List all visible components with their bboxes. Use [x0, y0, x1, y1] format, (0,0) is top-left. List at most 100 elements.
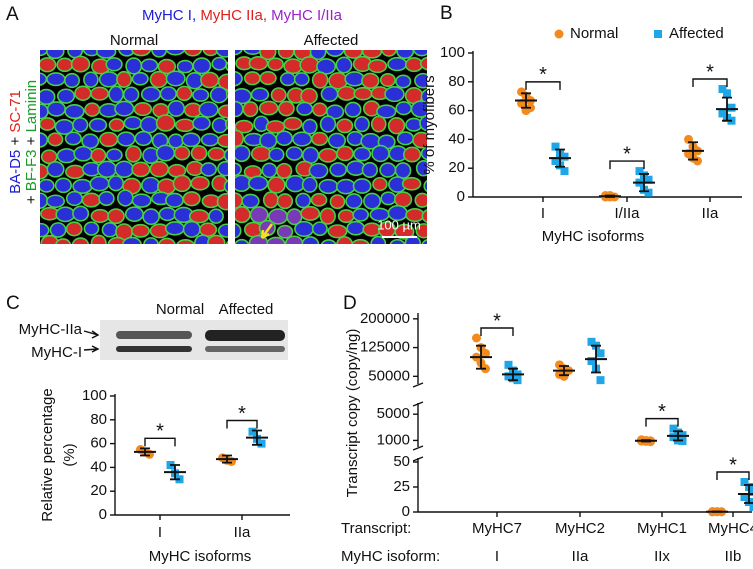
y-tick-label: 80 — [90, 411, 107, 428]
cell — [412, 50, 427, 57]
cell — [394, 223, 415, 240]
cell — [95, 50, 117, 59]
cell — [142, 208, 160, 226]
cell — [353, 116, 370, 133]
cell — [107, 236, 128, 244]
cell — [415, 223, 427, 239]
cell — [114, 100, 135, 117]
stain: + — [23, 195, 40, 204]
cell — [172, 174, 192, 193]
cell — [46, 72, 66, 87]
cell — [183, 50, 203, 57]
cell — [318, 147, 338, 163]
stain: + — [23, 136, 40, 145]
cell — [242, 101, 259, 118]
cell — [351, 238, 370, 244]
cell — [98, 190, 115, 207]
point — [693, 156, 702, 166]
cell — [225, 240, 228, 244]
cell — [217, 104, 228, 119]
cell — [198, 222, 218, 237]
cell — [191, 88, 210, 102]
cell — [125, 145, 142, 163]
y-axis-label: Transcript copy (copy/ng) — [344, 329, 361, 498]
cell — [316, 58, 337, 75]
cell — [65, 164, 86, 180]
point — [257, 439, 266, 448]
point — [635, 167, 644, 176]
panel-title: MyHC I, MyHC IIa, MyHC I/IIa — [142, 7, 343, 24]
cell — [235, 100, 244, 118]
cell — [277, 50, 295, 60]
x-tick-label: I/IIa — [614, 205, 640, 222]
cell — [235, 119, 254, 134]
cell — [423, 179, 427, 193]
cell — [309, 50, 327, 61]
significance-bracket — [226, 419, 258, 429]
cell — [131, 193, 152, 208]
isoform-label: IIa — [572, 548, 589, 565]
cell — [99, 131, 119, 148]
cell — [190, 145, 208, 162]
cell — [311, 131, 329, 147]
y-tick-label: 20 — [90, 482, 107, 499]
cell — [235, 174, 252, 192]
x-tick-label: MyHC4 — [708, 520, 753, 537]
significance-bracket — [609, 160, 645, 170]
cell — [384, 85, 405, 103]
cell — [389, 238, 406, 244]
sd-bar — [639, 173, 649, 193]
y-tick-label: 60 — [90, 435, 107, 452]
cell — [235, 144, 251, 163]
x-tick-label: IIa — [234, 524, 251, 541]
legend-label: Normal — [570, 25, 618, 42]
cell — [56, 148, 77, 164]
cell — [108, 118, 125, 132]
cell — [116, 70, 133, 88]
y-tick-label: 40 — [90, 458, 107, 475]
panel-letter: A — [6, 4, 19, 25]
cell — [182, 191, 201, 207]
cell — [250, 145, 272, 162]
cell — [96, 160, 118, 178]
cell — [164, 221, 185, 236]
cell — [46, 160, 65, 178]
point — [669, 433, 678, 442]
cell — [379, 73, 396, 88]
cell — [248, 234, 269, 244]
cell — [139, 116, 159, 134]
cell — [64, 131, 82, 146]
cell — [335, 178, 356, 195]
cell — [98, 71, 120, 88]
significance-label: * — [706, 61, 714, 83]
cell — [250, 87, 270, 102]
cell — [420, 88, 427, 105]
cell — [325, 50, 345, 57]
significance-label: * — [493, 310, 501, 332]
stain: SC-71 — [7, 90, 24, 133]
row-label: MyHC isoform: — [341, 548, 440, 565]
cell — [211, 117, 228, 134]
cell — [414, 192, 427, 208]
legend-marker — [654, 30, 662, 38]
point — [669, 424, 678, 433]
cell — [223, 179, 228, 194]
cell — [216, 192, 228, 211]
cell — [296, 101, 314, 116]
cell — [241, 193, 260, 209]
cell — [353, 86, 373, 101]
cell — [217, 160, 228, 177]
cell — [421, 239, 427, 244]
cell — [380, 50, 398, 57]
cell — [64, 103, 85, 120]
cell — [320, 239, 337, 244]
cell — [207, 147, 226, 161]
cell — [410, 100, 427, 118]
cell — [151, 50, 168, 58]
cell — [63, 72, 81, 89]
cell — [352, 207, 370, 222]
cell — [404, 235, 422, 244]
cell — [72, 117, 89, 133]
point — [718, 109, 727, 118]
